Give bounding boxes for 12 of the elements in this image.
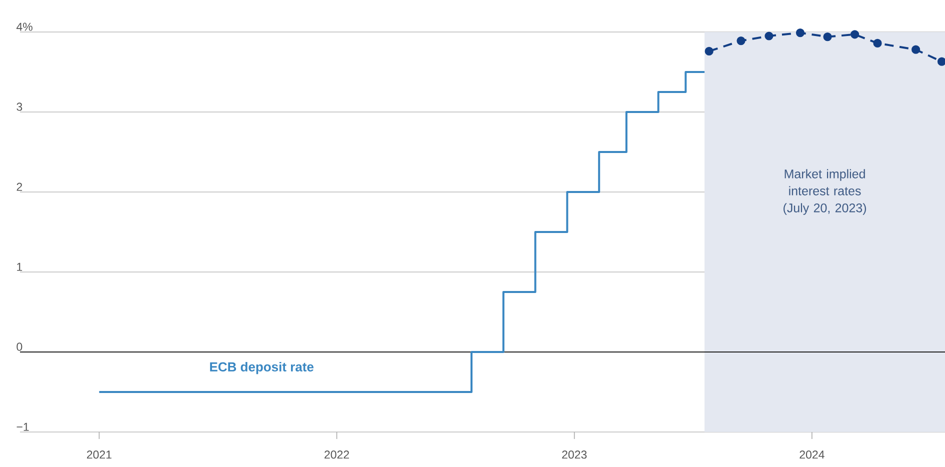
x-tick-label: 2024: [800, 450, 824, 459]
x-tick-label: 2023: [562, 450, 587, 459]
x-tick-label: 2022: [324, 450, 349, 459]
x-tick-label: 2021: [86, 450, 112, 459]
band-label: Market implied interest rates (July 20, 2023): [784, 169, 866, 215]
y-tick-label: 4%: [16, 22, 32, 31]
y-tick-label: 3: [16, 102, 22, 111]
series-label: ECB deposit rate: [210, 362, 314, 374]
y-tick-label: 0: [16, 342, 22, 351]
y-tick-label: 2: [16, 182, 22, 191]
y-tick-label: 1: [17, 262, 22, 271]
y-tick-label: −1: [16, 422, 29, 431]
